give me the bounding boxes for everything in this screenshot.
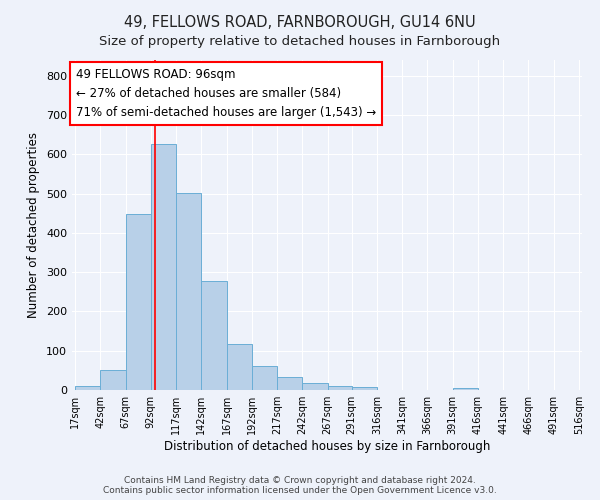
Bar	[453, 388, 478, 390]
Bar	[100, 370, 125, 390]
Bar	[201, 281, 227, 390]
Text: Contains HM Land Registry data © Crown copyright and database right 2024.
Contai: Contains HM Land Registry data © Crown c…	[103, 476, 497, 495]
Bar	[151, 144, 176, 390]
Y-axis label: Number of detached properties: Number of detached properties	[28, 132, 40, 318]
Bar	[125, 214, 151, 390]
Bar	[252, 366, 277, 390]
Bar	[352, 387, 377, 390]
Bar	[302, 382, 328, 390]
Text: 49, FELLOWS ROAD, FARNBOROUGH, GU14 6NU: 49, FELLOWS ROAD, FARNBOROUGH, GU14 6NU	[124, 15, 476, 30]
Bar	[75, 386, 100, 390]
X-axis label: Distribution of detached houses by size in Farnborough: Distribution of detached houses by size …	[164, 440, 490, 453]
Text: 49 FELLOWS ROAD: 96sqm
← 27% of detached houses are smaller (584)
71% of semi-de: 49 FELLOWS ROAD: 96sqm ← 27% of detached…	[76, 68, 376, 119]
Text: Size of property relative to detached houses in Farnborough: Size of property relative to detached ho…	[100, 35, 500, 48]
Bar	[328, 386, 352, 390]
Bar	[176, 193, 201, 390]
Bar	[277, 378, 302, 390]
Bar	[227, 344, 252, 390]
